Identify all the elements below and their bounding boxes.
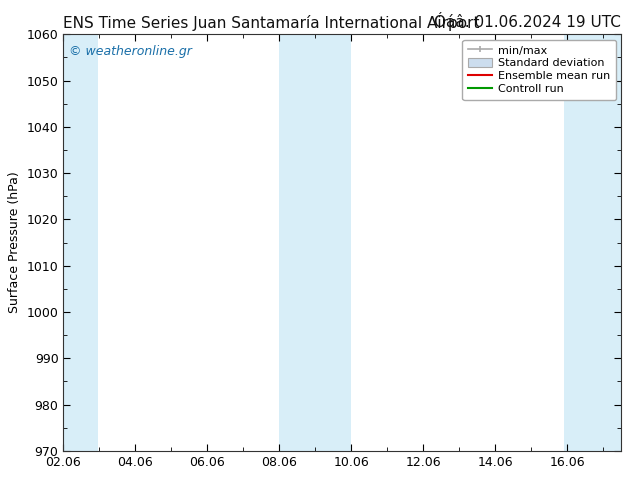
Text: Óáâ. 01.06.2024 19 UTC: Óáâ. 01.06.2024 19 UTC bbox=[434, 15, 621, 30]
Bar bbox=[63, 34, 98, 451]
Y-axis label: Surface Pressure (hPa): Surface Pressure (hPa) bbox=[8, 172, 21, 314]
Legend: min/max, Standard deviation, Ensemble mean run, Controll run: min/max, Standard deviation, Ensemble me… bbox=[462, 40, 616, 100]
Text: © weatheronline.gr: © weatheronline.gr bbox=[69, 45, 192, 58]
Bar bbox=[564, 34, 621, 451]
Text: ENS Time Series Juan Santamaría International Airport: ENS Time Series Juan Santamaría Internat… bbox=[63, 15, 480, 31]
Bar bbox=[280, 34, 351, 451]
